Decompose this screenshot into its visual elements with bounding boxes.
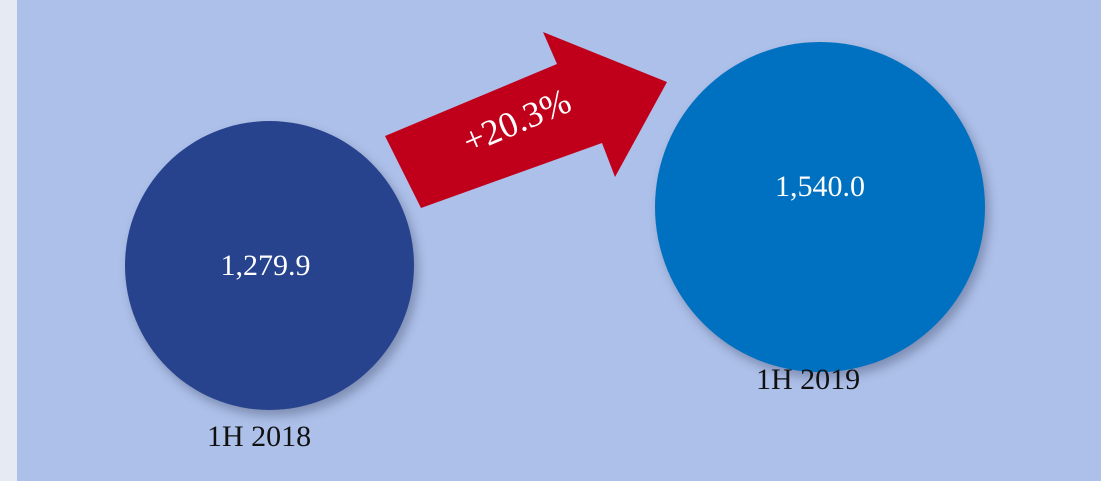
bubble-value-label-1h-2018: 1,279.9 (221, 249, 311, 283)
bubble-1h-2018: 1,279.9 (125, 121, 414, 410)
category-label-1h-2018: 1H 2018 (207, 420, 311, 454)
bubble-value-label-1h-2019: 1,540.0 (775, 170, 865, 204)
category-label-1h-2019: 1H 2019 (756, 363, 860, 397)
bubble-1h-2019: 1,540.0 (655, 42, 985, 372)
